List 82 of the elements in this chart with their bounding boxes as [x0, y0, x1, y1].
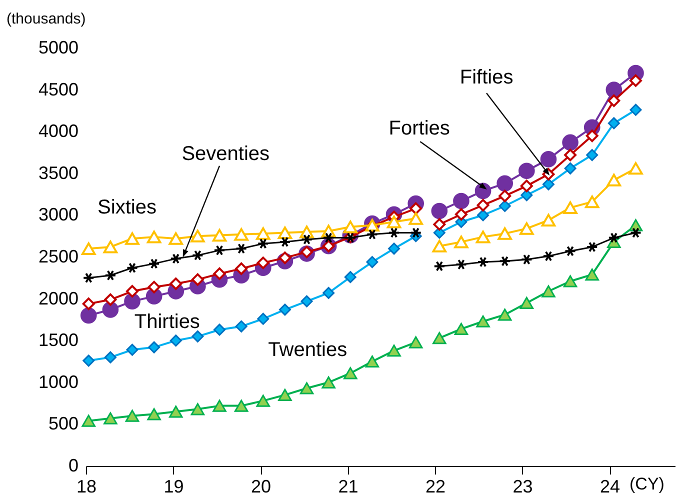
x-tick-label: 20	[251, 476, 272, 496]
y-tick-label: 1000	[38, 372, 78, 392]
point	[235, 320, 248, 332]
point	[170, 253, 182, 264]
point	[498, 190, 512, 202]
point	[126, 285, 138, 298]
point	[454, 208, 468, 221]
point	[213, 267, 226, 280]
point	[584, 196, 600, 208]
point	[541, 214, 556, 227]
x-tick-label: 21	[338, 476, 358, 496]
y-tick-label: 500	[48, 414, 78, 434]
point	[498, 200, 511, 212]
point	[278, 304, 291, 316]
text: Fifties	[460, 66, 514, 88]
point	[563, 201, 578, 214]
point	[628, 162, 643, 175]
point	[477, 209, 490, 222]
point	[586, 130, 598, 142]
y-tick-label: 3500	[38, 162, 78, 183]
point	[124, 293, 140, 310]
y-tick-label: 2500	[38, 246, 78, 266]
point	[608, 94, 620, 107]
point	[520, 189, 533, 202]
y-tick-label: 2000	[38, 288, 78, 308]
point	[191, 273, 204, 286]
point	[104, 270, 116, 281]
y-tick-label: 3000	[38, 204, 78, 225]
point	[564, 148, 577, 162]
x-tick-label: 19	[164, 476, 184, 496]
y-tick-label: 4000	[38, 121, 78, 142]
point	[453, 192, 470, 210]
point	[344, 271, 356, 284]
point	[564, 162, 576, 174]
x-tick-label: 24	[600, 476, 620, 496]
point	[80, 307, 97, 324]
text: Seventies	[182, 143, 270, 166]
series-label: Thirties	[134, 311, 200, 334]
point	[322, 286, 335, 299]
point	[170, 278, 182, 290]
point	[606, 174, 622, 186]
point	[300, 295, 313, 308]
x-tick-label: 18	[76, 476, 97, 496]
point	[126, 262, 138, 274]
point	[542, 178, 554, 190]
y-tick-label: 5000	[38, 38, 78, 58]
point	[606, 82, 622, 98]
series-label: Sixties	[98, 196, 156, 219]
point	[562, 134, 578, 151]
point	[257, 312, 270, 325]
point	[214, 324, 226, 336]
y-tick-label: 4500	[38, 79, 78, 100]
y-tick-label: 1500	[38, 330, 78, 350]
point	[433, 218, 446, 231]
point	[192, 250, 204, 261]
y-tick-label: 0	[68, 456, 78, 476]
x-tick-label: 22	[426, 476, 446, 496]
text: Forties	[388, 117, 450, 140]
point	[518, 162, 535, 180]
point	[148, 258, 160, 270]
point	[192, 330, 204, 342]
y-axis-title: (thousands)	[6, 10, 86, 28]
point	[540, 151, 557, 168]
point	[476, 198, 490, 212]
point	[586, 149, 598, 161]
point	[608, 117, 620, 130]
x-tick-label: 23	[512, 476, 533, 496]
point	[148, 280, 160, 294]
point	[520, 180, 533, 192]
point	[102, 302, 119, 318]
x-axis-title: (CY)	[630, 474, 664, 494]
point	[366, 256, 378, 268]
point	[629, 74, 642, 87]
point	[408, 212, 423, 225]
point	[82, 298, 95, 310]
point	[630, 104, 642, 116]
point	[496, 175, 514, 192]
point	[82, 272, 95, 284]
point	[235, 262, 248, 275]
point	[104, 293, 117, 306]
point	[431, 202, 448, 220]
series-label: Twenties	[268, 338, 348, 361]
